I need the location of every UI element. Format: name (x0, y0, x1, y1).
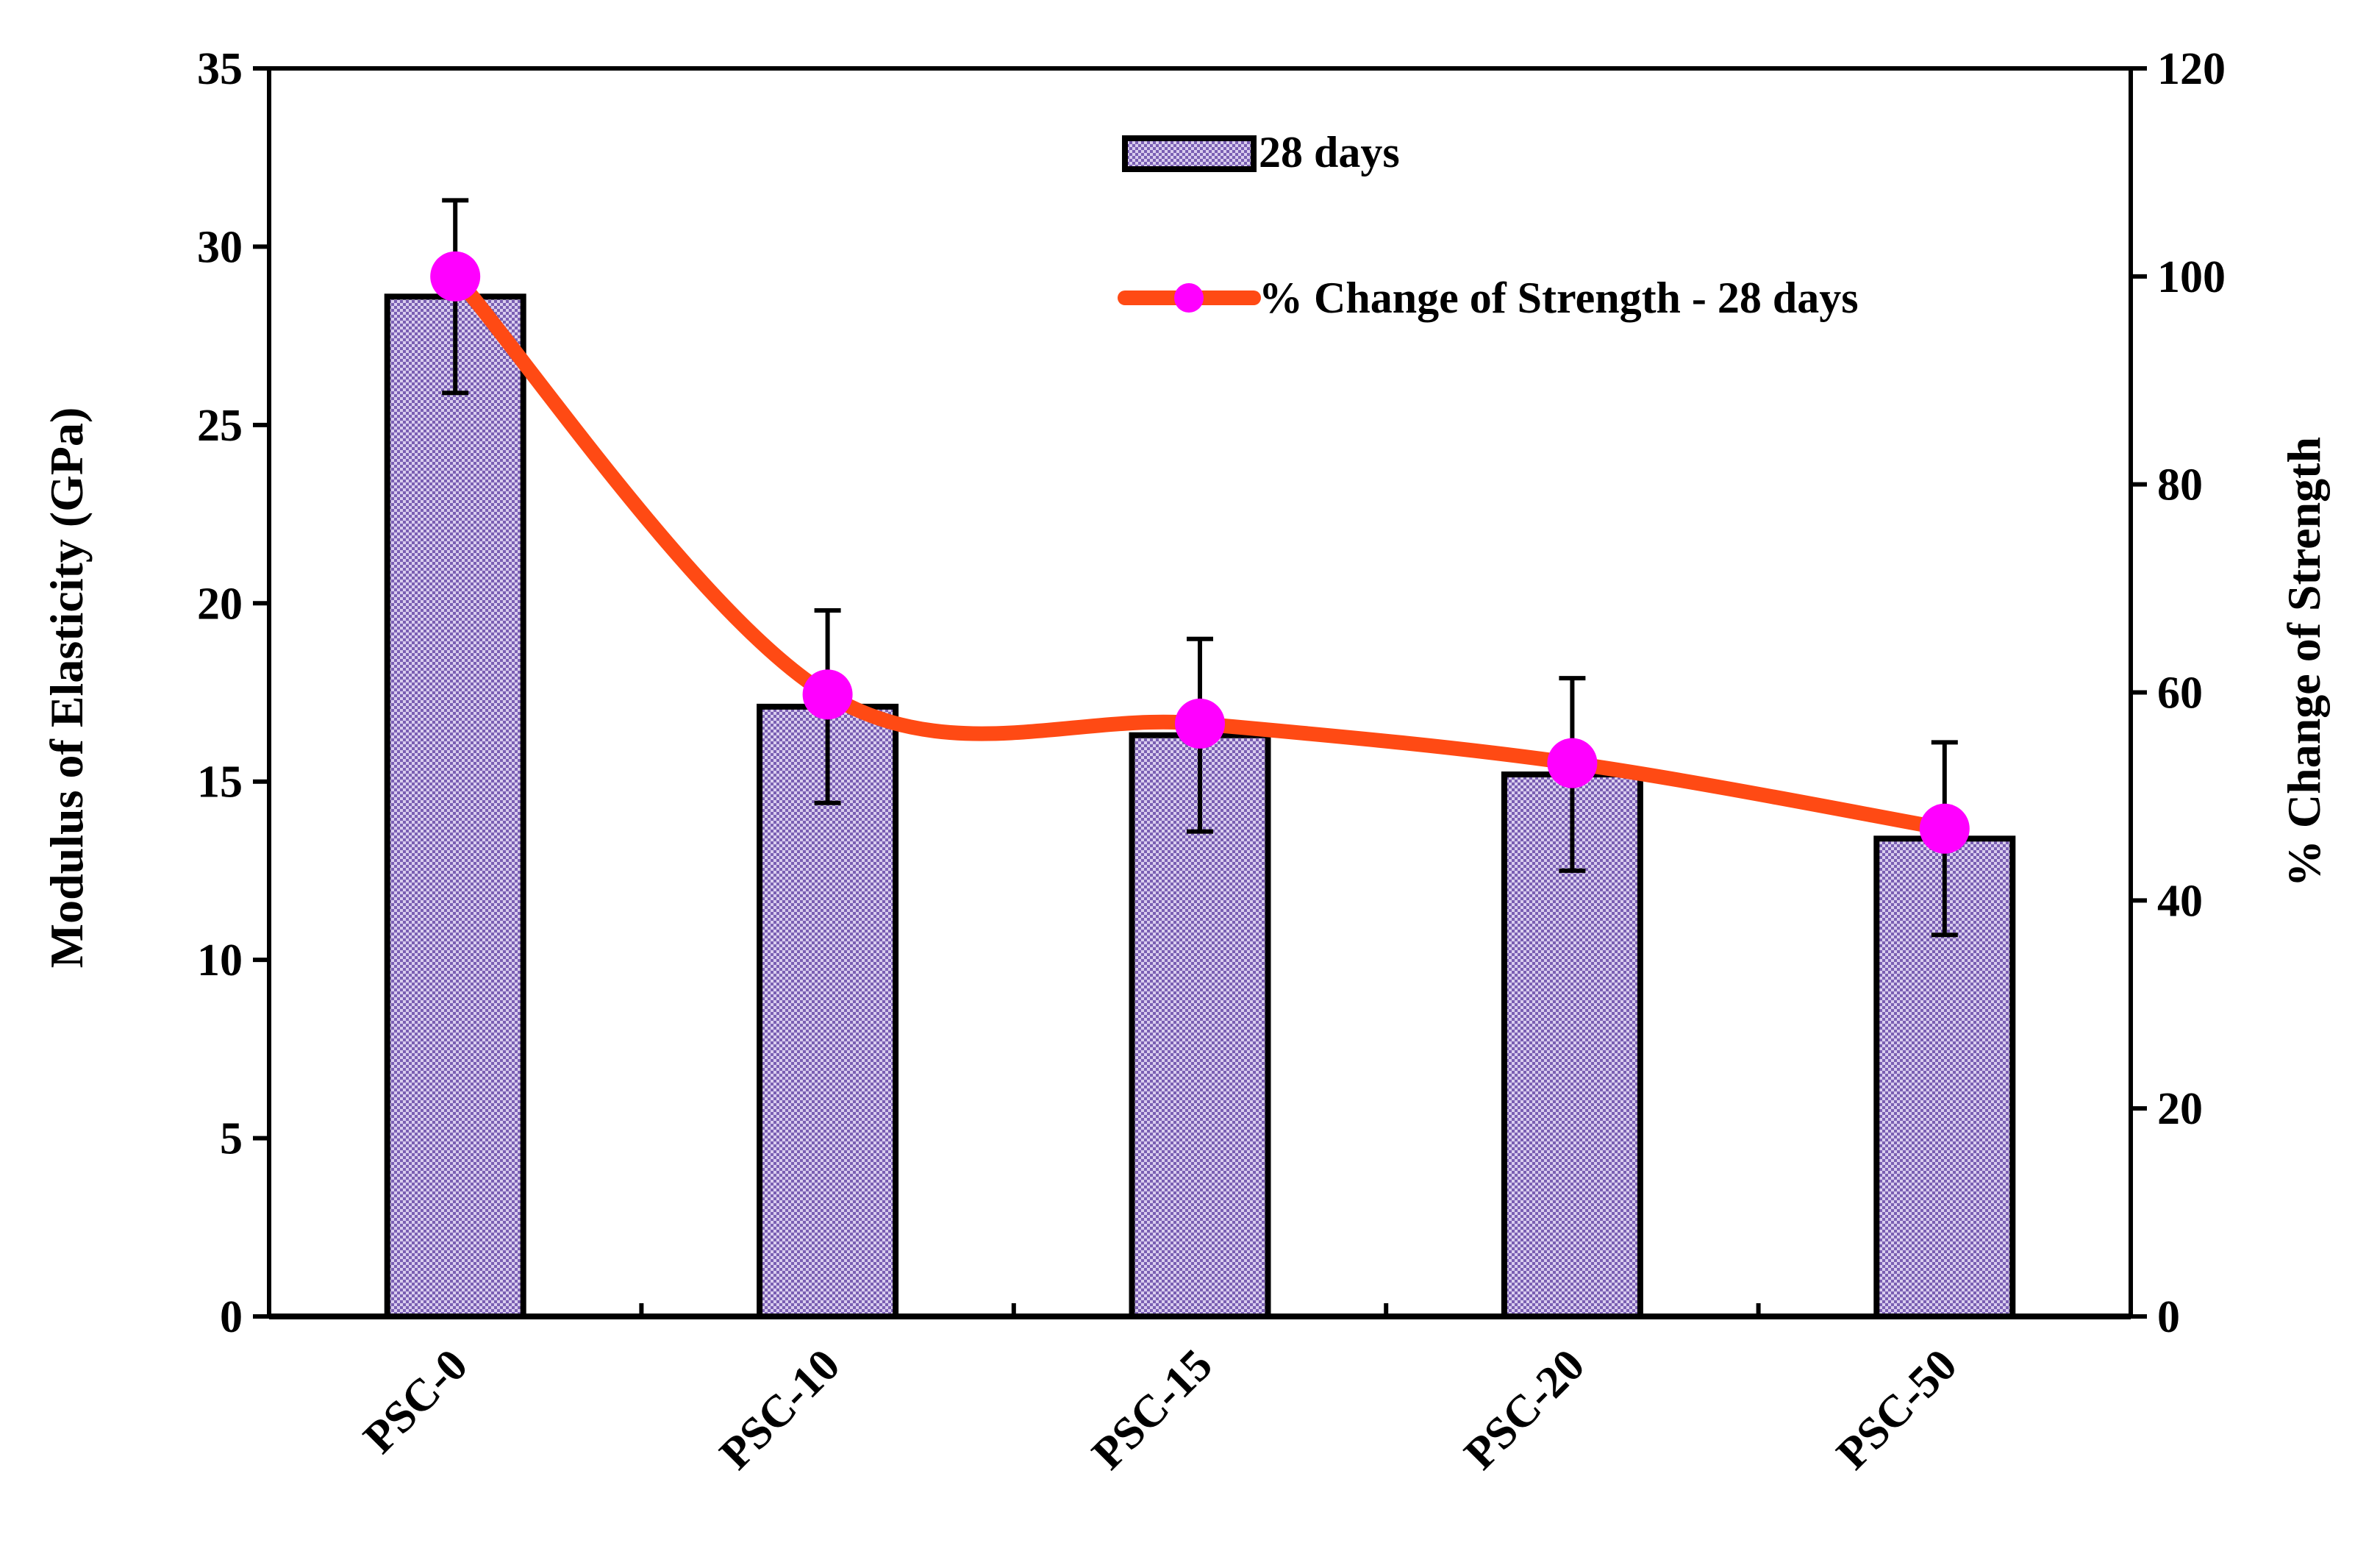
y-tick-label: 10 (197, 935, 243, 985)
y-tick-label: 35 (197, 44, 243, 94)
legend-label-line: % Change of Strength - 28 days (1259, 274, 1859, 322)
y-axis-title: Modulus of Elasticity (GPa) (40, 407, 93, 969)
y2-tick-label: 40 (2157, 876, 2203, 926)
legend-bar-swatch (1122, 135, 1257, 172)
line-marker-PSC-20 (1547, 738, 1598, 788)
y-tick-label: 15 (197, 758, 243, 808)
y2-tick-label: 60 (2157, 669, 2203, 719)
y2-tick-label: 20 (2157, 1084, 2203, 1134)
x-tick-label: PSC-10 (710, 1340, 849, 1479)
legend: 28 days % Change of Strength - 28 days (1118, 128, 1859, 322)
errorbars-layer (442, 198, 1958, 938)
y-tick-label: 0 (220, 1292, 243, 1342)
line-marker-PSC-10 (802, 669, 853, 720)
y2-tick-label: 0 (2157, 1292, 2180, 1342)
bar-PSC-10 (757, 703, 899, 1319)
line-marker-PSC-0 (430, 251, 481, 302)
y2-tick-label: 80 (2157, 460, 2203, 510)
strength-change-line (448, 268, 1952, 836)
line-marker-PSC-15 (1175, 698, 1225, 749)
line-marker-PSC-50 (1919, 803, 1970, 854)
y-tick-label: 20 (197, 579, 243, 629)
y2-axis-title: % Change of Strength (2278, 437, 2330, 887)
y2-tick-label: 100 (2157, 252, 2226, 302)
y-tick-label: 30 (197, 222, 243, 272)
y-tick-label: 5 (220, 1114, 243, 1164)
x-tick-label: PSC-50 (1827, 1340, 1966, 1479)
bar-PSC-0 (384, 293, 526, 1319)
x-tick-label: PSC-0 (354, 1340, 477, 1463)
y-tick-label: 25 (197, 401, 243, 451)
line-layer (430, 251, 1970, 854)
x-tick-label: PSC-15 (1083, 1340, 1222, 1479)
legend-line-marker (1174, 283, 1204, 313)
bar-PSC-20 (1501, 771, 1643, 1319)
legend-label-bars: 28 days (1259, 128, 1400, 177)
x-tick-label: PSC-20 (1455, 1340, 1594, 1479)
y2-tick-label: 120 (2157, 44, 2226, 94)
